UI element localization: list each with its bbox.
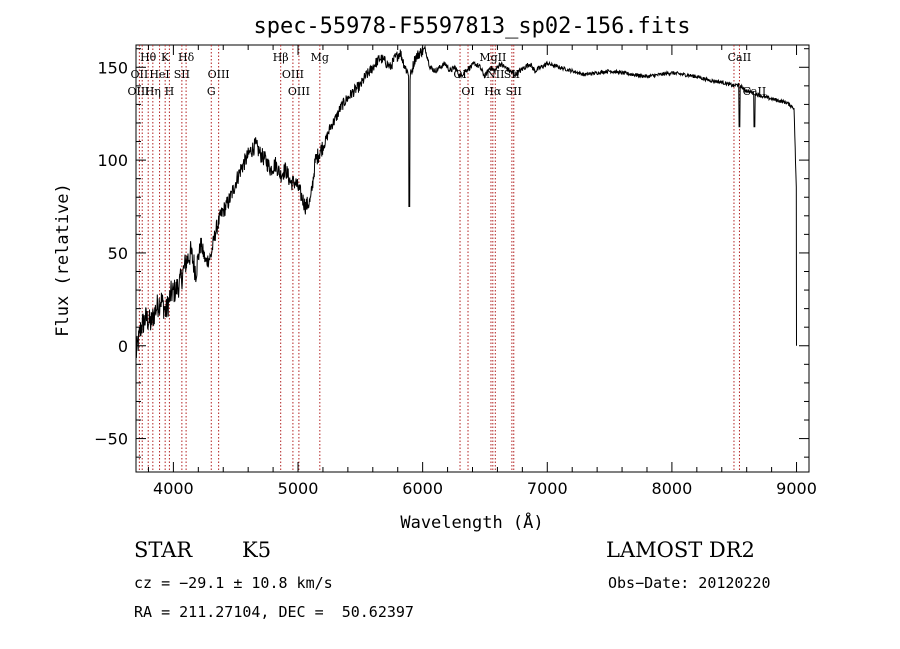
spectrum-line (135, 44, 797, 359)
spectral-line-label: SII (506, 85, 522, 98)
spectral-line-label: Hη (145, 85, 161, 98)
spectral-line-label: Hθ (140, 51, 157, 64)
coordinates: RA = 211.27104, DEC = 50.62397 (134, 603, 414, 621)
spectral-line-label: OII (131, 68, 149, 81)
axis-ticks: 4000 5000 6000 7000 8000 9000 −50 0 50 100 150 (94, 45, 817, 498)
x-axis-label: Wavelength (Å) (400, 511, 543, 533)
spectral-line-label: Hα (484, 85, 502, 98)
line-markers (138, 45, 740, 472)
spectral-line-label: Mg (311, 51, 329, 64)
spectral-line-label: HeI (149, 68, 169, 81)
y-tick-label: 50 (108, 244, 128, 263)
x-tick-label: 7000 (527, 479, 568, 498)
x-tick-label: 4000 (153, 479, 194, 498)
y-tick-label: −50 (94, 430, 128, 449)
spectral-line-label: MgII (479, 51, 506, 64)
x-tick-label: 8000 (652, 479, 693, 498)
spectral-line-label: OIII (288, 85, 310, 98)
spectral-line-label: OI (461, 85, 474, 98)
y-axis-label: Flux (relative) (53, 183, 73, 337)
spectral-line-label: Hβ (273, 51, 289, 64)
object-class: STAR (134, 538, 193, 562)
x-tick-label: 6000 (402, 479, 443, 498)
spectral-line-label: SII (174, 68, 190, 81)
y-tick-label: 150 (97, 58, 128, 77)
plot-frame (135, 44, 810, 473)
spectral-line-label: Hδ (178, 51, 195, 64)
x-tick-label: 9000 (776, 479, 817, 498)
spectral-line-label: OIII (208, 68, 230, 81)
y-tick-label: 100 (97, 151, 128, 170)
y-tick-label: 0 (118, 337, 128, 356)
spectral-line-label: CaII (728, 51, 752, 64)
spectral-line-label: OIII (127, 85, 149, 98)
spectral-line-label: OIII (282, 68, 304, 81)
chart-title: spec-55978-F5597813_sp02-156.fits (253, 14, 690, 39)
spectral-line-label: H (165, 85, 175, 98)
spectral-line-label: K (161, 51, 170, 64)
spectral-line-label: G (207, 85, 216, 98)
x-tick-label: 5000 (278, 479, 319, 498)
survey-name: LAMOST DR2 (606, 538, 755, 562)
obs-date: Obs−Date: 20120220 (608, 574, 771, 592)
object-subclass: K5 (242, 538, 272, 562)
redshift-cz: cz = −29.1 ± 10.8 km/s (134, 574, 333, 592)
